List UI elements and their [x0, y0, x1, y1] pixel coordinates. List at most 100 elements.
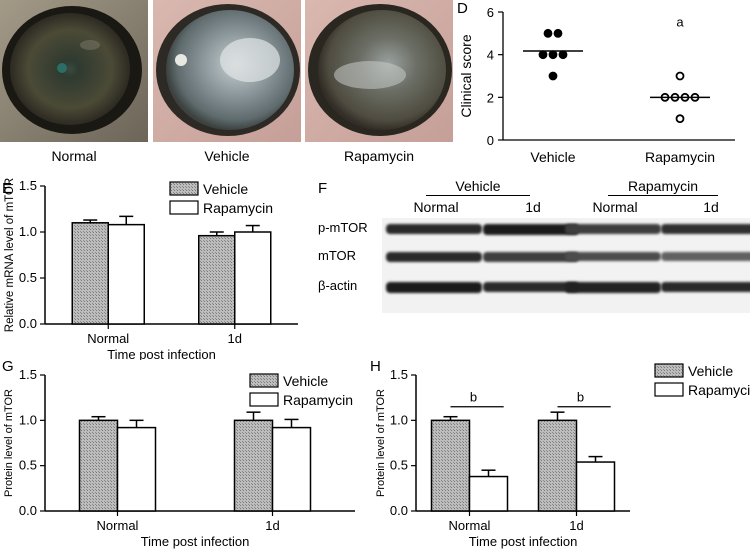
- blot-band: [386, 252, 482, 262]
- y-tick-label: 1.5: [390, 367, 408, 382]
- blot-lane-label: 1d: [703, 199, 719, 215]
- panel-label-h: H: [370, 358, 381, 375]
- bar-rapamycin-1d: [575, 461, 616, 512]
- y-tick-label: 0.0: [19, 503, 37, 518]
- blot-group-label: Rapamycin: [627, 178, 699, 194]
- y-tick-label: 4: [487, 48, 494, 63]
- eye-photo-normal: [0, 0, 148, 142]
- data-point-vehicle: [548, 50, 558, 60]
- blot-group-line: [608, 195, 718, 196]
- western-blot: Vehicle Rapamycin Normal 1d Normal 1d p-mTOR mT…: [318, 178, 750, 313]
- blot-band: [661, 252, 750, 261]
- y-axis-label: Protein level of mTOR: [3, 389, 15, 497]
- chart-g-protein-mtor: 0.0 0.5 1.0 1.5 Normal 1d Time post infection P…: [3, 367, 355, 549]
- y-axis-label: Relative mRNA level of mTOR: [4, 178, 16, 332]
- y-axis-label: Clinical score: [458, 34, 474, 117]
- blot-band: [565, 224, 661, 234]
- blot-band: [386, 282, 482, 293]
- y-axis-label: Protein level of mTOR: [375, 389, 387, 497]
- x-tick-label: Vehicle: [530, 149, 575, 165]
- legend-label-rapamycin: Rapamycin: [688, 382, 750, 398]
- x-tick-label: Normal: [449, 518, 491, 533]
- bar-vehicle-1d: [233, 419, 274, 512]
- legend-swatch-vehicle: [169, 181, 199, 196]
- x-tick-label: 1d: [228, 331, 242, 346]
- blot-band: [483, 252, 579, 262]
- x-tick-label: Normal: [97, 518, 139, 533]
- chart-e-mrna-mtor: 0.0 0.5 1.0 1.5 Normal 1d Time post infection R…: [4, 178, 298, 360]
- data-point-rapamycin: [675, 71, 685, 81]
- panel-label-e: E: [2, 180, 13, 197]
- legend-swatch-vehicle: [249, 373, 279, 388]
- bar-vehicle-1d: [198, 234, 236, 325]
- blot-band: [565, 252, 661, 261]
- data-point-rapamycin: [675, 114, 685, 124]
- blot-row-label: p-mTOR: [318, 220, 368, 235]
- photo-caption-rapamycin: Rapamycin: [343, 148, 415, 164]
- x-tick-label: Normal: [87, 331, 129, 346]
- x-tick-label: 1d: [569, 518, 583, 533]
- x-tick-label: Rapamycin: [645, 149, 715, 165]
- y-tick-label: 1.0: [390, 412, 408, 427]
- bar-vehicle-normal: [78, 419, 119, 512]
- blot-band: [661, 282, 750, 292]
- bar-rapamycin-normal: [468, 475, 509, 512]
- blot-band: [661, 224, 750, 234]
- eye-photos: [0, 0, 453, 142]
- legend-swatch-rapamycin: [654, 382, 684, 397]
- blot-row-label: mTOR: [318, 248, 357, 263]
- y-tick-label: 1.5: [19, 367, 37, 382]
- y-tick-label: 1.5: [19, 178, 37, 193]
- y-tick-label: 0.5: [390, 458, 408, 473]
- x-axis-label: Time post infection: [469, 534, 578, 549]
- x-tick-label: 1d: [265, 518, 279, 533]
- y-tick-label: 0.5: [19, 458, 37, 473]
- data-point-vehicle: [543, 28, 553, 38]
- legend-label-rapamycin: Rapamycin: [203, 200, 273, 216]
- panel-label-d: D: [457, 0, 468, 17]
- blot-band: [483, 224, 579, 235]
- chart-d-clinical-score: 0 2 4 6 Vehicle Rapamycin a Clinical score: [458, 5, 735, 165]
- blot-lane-label: 1d: [525, 199, 541, 215]
- y-tick-label: 1.0: [19, 224, 37, 239]
- significance-label: b: [470, 390, 477, 405]
- blot-group-label: Vehicle: [455, 178, 501, 194]
- blot-lane-label: Normal: [413, 199, 459, 215]
- bar-rapamycin-1d: [271, 426, 312, 512]
- blot-lane-label: Normal: [592, 199, 638, 215]
- eye-photo-vehicle: [153, 0, 301, 142]
- chart-h-protein-mtor: 0.0 0.5 1.0 1.5 Normal b 1d b Time post infectio…: [375, 363, 750, 549]
- legend-label-rapamycin: Rapamycin: [283, 392, 353, 408]
- blot-band: [483, 282, 579, 292]
- data-point-vehicle: [553, 28, 563, 38]
- y-tick-label: 0.5: [19, 270, 37, 285]
- photo-caption-normal: Normal: [51, 148, 97, 164]
- y-tick-label: 0.0: [19, 316, 37, 331]
- y-tick-label: 1.0: [19, 412, 37, 427]
- bar-rapamycin-1d: [234, 231, 272, 325]
- legend-label-vehicle: Vehicle: [283, 373, 328, 389]
- photo-caption-vehicle: Vehicle: [204, 148, 250, 164]
- y-tick-label: 6: [487, 5, 494, 20]
- legend-swatch-rapamycin: [249, 392, 279, 407]
- legend-swatch-rapamycin: [169, 200, 199, 215]
- x-axis-label: Time post infection: [141, 534, 250, 549]
- x-axis-label: Time post infection: [107, 347, 216, 360]
- bar-vehicle-1d: [537, 419, 578, 512]
- blot-row-label: β-actin: [318, 278, 358, 293]
- panel-label-g: G: [2, 358, 14, 375]
- legend-label-vehicle: Vehicle: [688, 363, 733, 379]
- blot-band: [565, 282, 661, 293]
- bar-vehicle-normal: [430, 419, 471, 512]
- bar-rapamycin-normal: [116, 426, 157, 512]
- eye-photo-rapamycin: [305, 0, 453, 142]
- significance-label: b: [577, 390, 584, 405]
- y-tick-label: 2: [487, 90, 494, 105]
- data-point-vehicle: [548, 71, 558, 81]
- y-tick-label: 0.0: [390, 503, 408, 518]
- blot-group-line: [426, 195, 530, 196]
- significance-label: a: [676, 15, 684, 30]
- y-tick-label: 0: [487, 133, 494, 148]
- bar-rapamycin-normal: [107, 223, 145, 325]
- legend-label-vehicle: Vehicle: [203, 181, 248, 197]
